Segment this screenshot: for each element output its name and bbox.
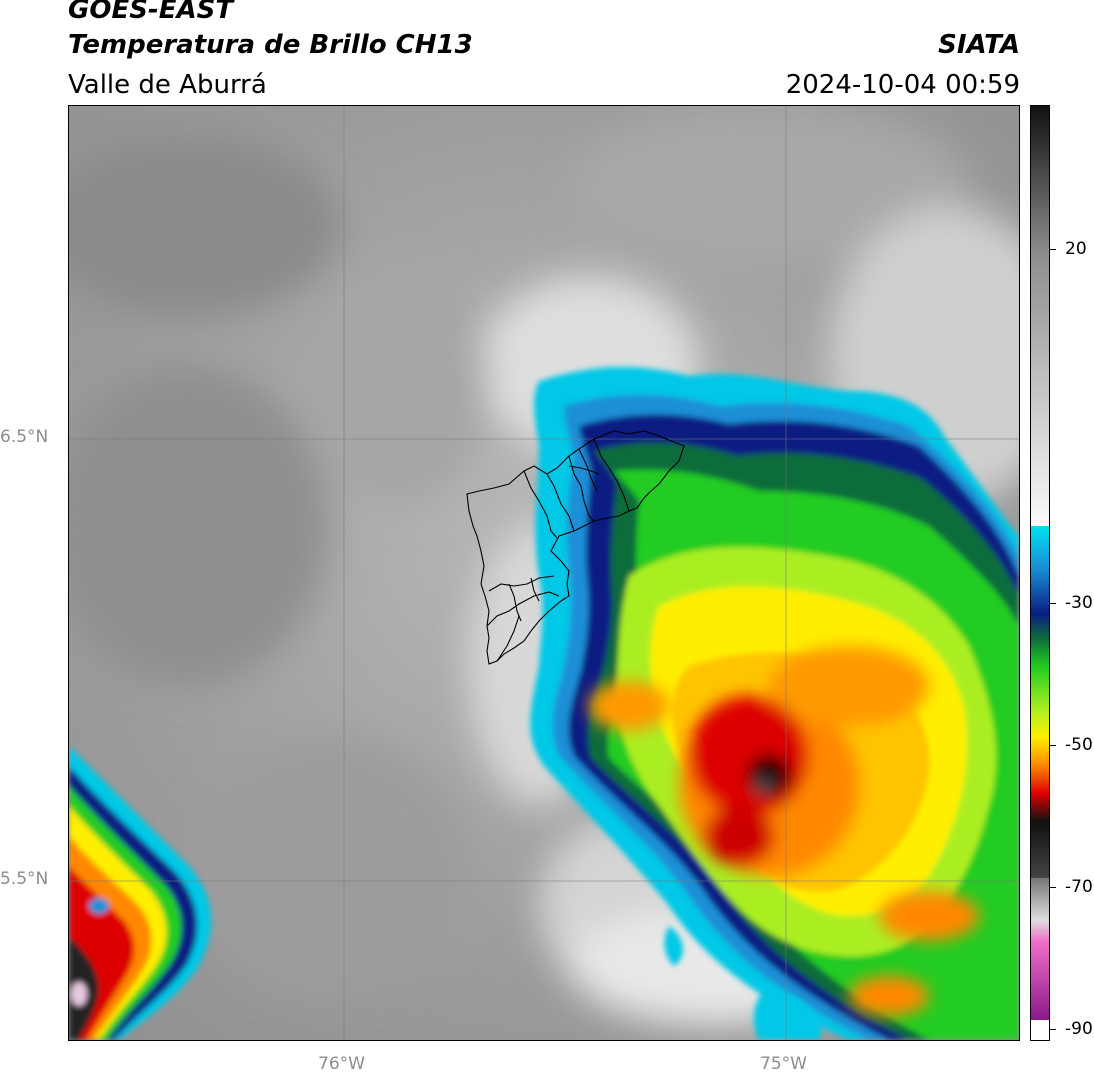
colorbar-label-minus70: -70 bbox=[1065, 877, 1093, 897]
datetime-label: 2024-10-04 00:59 bbox=[785, 70, 1020, 100]
storm-core bbox=[589, 646, 979, 1016]
colorbar-label-minus50: -50 bbox=[1065, 735, 1093, 755]
colorbar-tick-minus30 bbox=[1050, 603, 1056, 604]
lat-label-5-5: 5.5°N bbox=[0, 869, 49, 889]
colorbar-tick-minus70 bbox=[1050, 887, 1056, 888]
graticule bbox=[69, 106, 1019, 1040]
lon-label-75w: 75°W bbox=[760, 1054, 807, 1074]
colorbar-label-20: 20 bbox=[1065, 239, 1087, 259]
colorbar bbox=[1030, 105, 1050, 1041]
satellite-title: GOES-EAST bbox=[68, 0, 234, 25]
colorbar-label-minus90: -90 bbox=[1065, 1019, 1093, 1039]
southwest-storm-system bbox=[69, 746, 212, 1040]
agency-label: SIATA bbox=[938, 30, 1020, 60]
product-title: Temperatura de Brillo CH13 bbox=[68, 30, 473, 60]
colorbar-label-minus30: -30 bbox=[1065, 593, 1093, 613]
colorbar-tick-minus90 bbox=[1050, 1029, 1056, 1030]
municipal-boundaries bbox=[466, 430, 685, 665]
brightness-temperature-field bbox=[69, 106, 1019, 1040]
colorbar-gradient bbox=[1031, 106, 1049, 1040]
lat-label-6-5: 6.5°N bbox=[0, 427, 49, 447]
lower-storm-edge bbox=[664, 926, 822, 1040]
region-label: Valle de Aburrá bbox=[68, 70, 267, 100]
colorbar-tick-minus50 bbox=[1050, 745, 1056, 746]
lon-label-76w: 76°W bbox=[318, 1054, 365, 1074]
colorbar-tick-20 bbox=[1050, 249, 1056, 250]
satellite-map bbox=[68, 105, 1020, 1041]
